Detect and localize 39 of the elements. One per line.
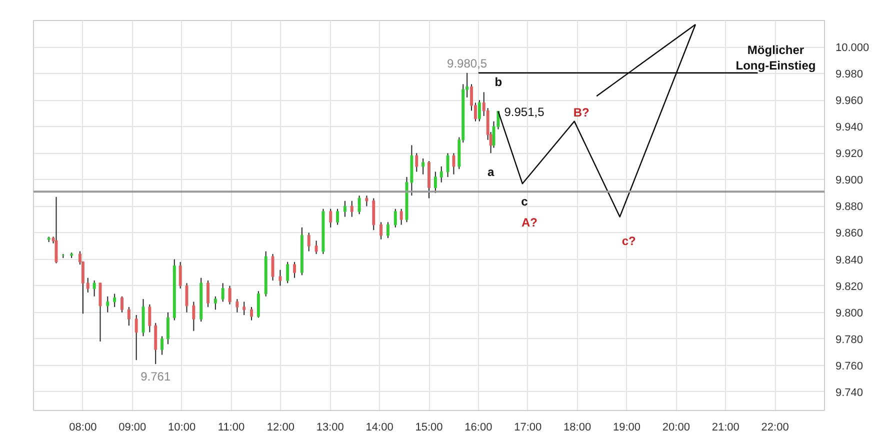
- x-tick-label: 22:00: [761, 422, 789, 434]
- y-tick-label: 9.940: [836, 122, 864, 134]
- x-tick-label: 19:00: [612, 422, 641, 434]
- x-tick-label: 17:00: [514, 422, 542, 434]
- annotation: B?: [573, 105, 590, 120]
- y-tick-label: 9.860: [836, 228, 864, 240]
- annotation: c?: [622, 234, 636, 248]
- y-tick-label: 9.920: [836, 148, 864, 160]
- y-tick-label: 9.760: [836, 360, 864, 372]
- y-tick-label: 9.800: [836, 307, 864, 320]
- x-tick-label: 16:00: [464, 422, 492, 434]
- y-tick-label: 9.960: [836, 95, 864, 108]
- x-tick-label: 10:00: [168, 422, 196, 434]
- annotation: c: [521, 194, 528, 209]
- annotation: 9.951,5: [504, 104, 545, 119]
- annotation: 9.761: [140, 370, 171, 384]
- x-tick-label: 13:00: [316, 422, 344, 434]
- x-tick-label: 09:00: [118, 422, 146, 434]
- x-tick-label: 08:00: [69, 422, 97, 434]
- annotation: 9.980,5: [447, 56, 488, 70]
- x-tick-label: 11:00: [218, 422, 245, 434]
- y-tick-label: 9.900: [836, 174, 864, 187]
- y-tick-label: 9.840: [836, 254, 864, 266]
- annotation: a: [487, 165, 494, 180]
- y-tick-label: 10.000: [836, 42, 870, 54]
- x-tick-label: 21:00: [712, 422, 740, 434]
- y-tick-label: 9.880: [836, 201, 864, 214]
- y-tick-label: 9.780: [836, 334, 864, 346]
- annotation: Möglicher Long-Einstieg: [736, 43, 816, 73]
- y-tick-label: 9.980: [836, 68, 864, 81]
- annotation: A?: [521, 216, 538, 230]
- x-tick-label: 15:00: [415, 422, 443, 434]
- x-tick-label: 20:00: [662, 422, 690, 434]
- x-tick-label: 12:00: [266, 422, 294, 434]
- x-tick-label: 14:00: [366, 422, 394, 434]
- y-tick-label: 9.820: [836, 280, 864, 293]
- y-tick-label: 9.740: [836, 386, 864, 399]
- x-tick-label: 18:00: [564, 422, 592, 434]
- annotation: b: [494, 74, 502, 89]
